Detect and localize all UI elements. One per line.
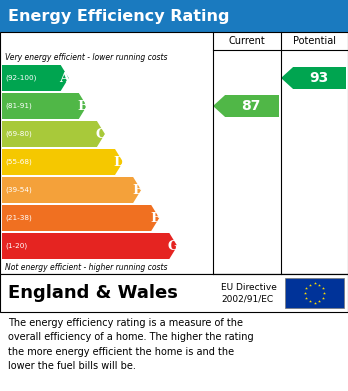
Text: E: E	[132, 183, 142, 197]
Text: Energy Efficiency Rating: Energy Efficiency Rating	[8, 9, 229, 23]
Text: Not energy efficient - higher running costs: Not energy efficient - higher running co…	[5, 262, 167, 271]
Bar	[0, 0, 348, 32]
Text: EU Directive
2002/91/EC: EU Directive 2002/91/EC	[221, 283, 277, 303]
Bar	[0, 274, 348, 312]
Polygon shape	[281, 67, 346, 89]
Text: Potential: Potential	[293, 36, 336, 46]
Polygon shape	[2, 205, 159, 231]
Text: (39-54): (39-54)	[5, 187, 32, 193]
Text: 93: 93	[309, 71, 328, 85]
Polygon shape	[2, 65, 69, 91]
Text: (21-38): (21-38)	[5, 215, 32, 221]
Polygon shape	[2, 177, 141, 203]
Text: (81-91): (81-91)	[5, 103, 32, 109]
Text: A: A	[60, 72, 70, 84]
Text: B: B	[77, 99, 88, 113]
Polygon shape	[2, 233, 177, 259]
Polygon shape	[2, 93, 87, 119]
Text: (1-20): (1-20)	[5, 243, 27, 249]
Bar	[285, 278, 344, 308]
Text: D: D	[113, 156, 125, 169]
Polygon shape	[2, 121, 105, 147]
Text: C: C	[96, 127, 106, 140]
Polygon shape	[213, 95, 279, 117]
Text: Very energy efficient - lower running costs: Very energy efficient - lower running co…	[5, 52, 167, 61]
Text: (92-100): (92-100)	[5, 75, 37, 81]
Text: 87: 87	[241, 99, 261, 113]
Text: (69-80): (69-80)	[5, 131, 32, 137]
Text: (55-68): (55-68)	[5, 159, 32, 165]
Polygon shape	[2, 149, 123, 175]
Text: Current: Current	[229, 36, 266, 46]
Text: F: F	[151, 212, 160, 224]
Text: England & Wales: England & Wales	[8, 284, 178, 302]
Text: G: G	[168, 240, 179, 253]
Bar	[0, 32, 348, 274]
Text: The energy efficiency rating is a measure of the
overall efficiency of a home. T: The energy efficiency rating is a measur…	[8, 318, 254, 371]
